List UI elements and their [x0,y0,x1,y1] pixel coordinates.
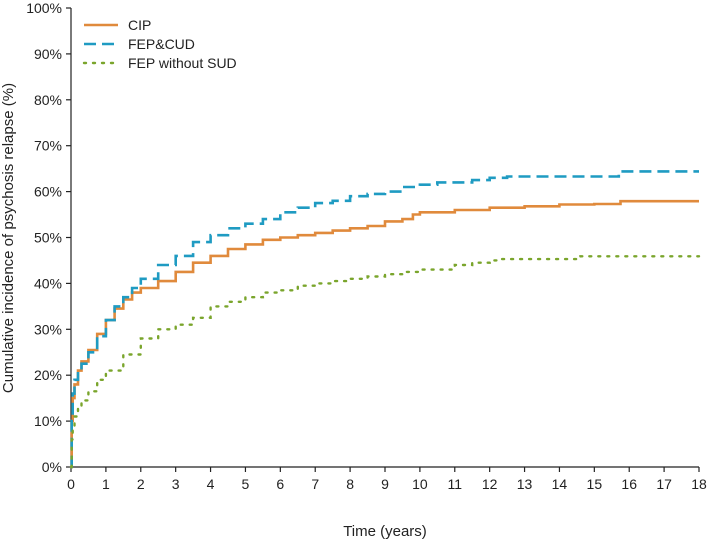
x-tick-label: 2 [137,476,145,492]
x-tick-label: 10 [412,476,428,492]
y-tick-label: 30% [34,321,62,337]
legend-label: CIP [128,17,151,33]
x-tick-label: 17 [656,476,672,492]
y-tick-label: 0% [42,459,62,475]
x-axis: 0 1 2 3 4 5 6 7 8 9 10 11 12 13 14 15 16 17 18 [67,466,707,492]
x-tick-label: 9 [381,476,389,492]
x-tick-label: 13 [517,476,533,492]
y-tick-label: 70% [34,138,62,154]
x-tick-label: 5 [242,476,250,492]
x-axis-title: Time (years) [343,523,427,540]
series-line-fep-without-sud [69,255,701,469]
y-tick-label: 20% [34,367,62,383]
y-tick-label: 10% [34,413,62,429]
series-layer [69,170,701,469]
x-tick-label: 8 [346,476,354,492]
legend: CIP FEP&CUD FEP without SUD [82,17,237,71]
y-tick-label: 100% [26,0,62,16]
x-tick-label: 3 [172,476,180,492]
y-tick-label: 90% [34,46,62,62]
y-axis: 0% 10% 20% 30% 40% 50% 60% 70% 80% 90% 100% [26,0,72,475]
x-tick-label: 16 [621,476,637,492]
y-axis-title: Cumulative incidence of psychosis relaps… [0,83,17,393]
y-tick-label: 60% [34,184,62,200]
x-tick-label: 15 [587,476,603,492]
y-tick-label: 40% [34,275,62,291]
x-tick-label: 6 [276,476,284,492]
x-tick-label: 4 [207,476,215,492]
y-tick-label: 50% [34,230,62,246]
series-line-cip [70,199,699,469]
x-tick-label: 11 [448,476,463,492]
x-tick-label: 0 [67,476,75,492]
legend-label: FEP without SUD [128,55,237,71]
x-tick-label: 1 [102,476,110,492]
x-tick-label: 12 [482,476,498,492]
x-tick-label: 18 [691,476,707,492]
series-line-fep-cud [70,170,699,469]
legend-label: FEP&CUD [128,36,195,52]
x-tick-label: 7 [311,476,319,492]
y-tick-label: 80% [34,92,62,108]
x-tick-label: 14 [552,476,568,492]
